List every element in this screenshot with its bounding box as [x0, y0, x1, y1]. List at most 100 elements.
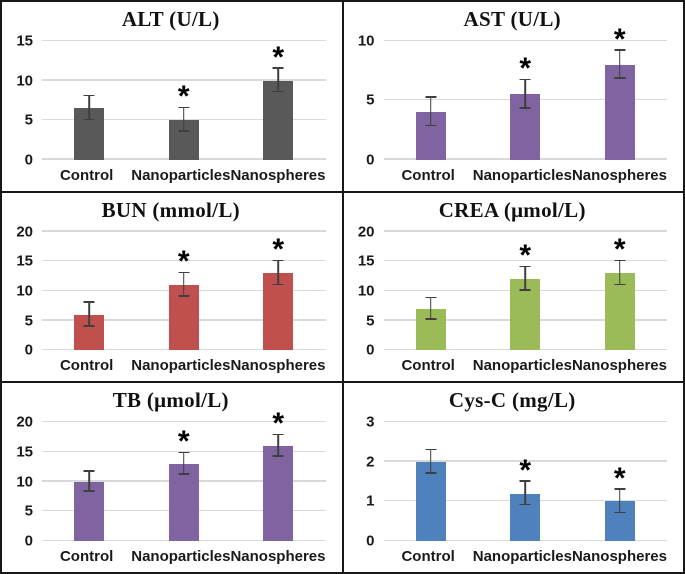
bar-group-nanospheres: * — [231, 232, 325, 351]
chart-panel-2: AST (U/L) 0 5 10 * * Control Nanoparticles Na… — [343, 2, 683, 191]
x-axis-labels: Control Nanoparticles Nanospheres — [42, 166, 326, 188]
y-axis: 0 5 10 15 20 — [348, 224, 384, 358]
chart-panel-3: BUN (mmol/L) 0 5 10 15 20 * * Control Nanopart… — [2, 192, 342, 382]
gridline — [383, 460, 667, 462]
error-bar-cap — [614, 511, 626, 514]
gridline — [383, 259, 667, 262]
error-bar-cap — [614, 49, 626, 51]
error-bar-cap — [83, 118, 95, 121]
gridline — [383, 230, 667, 232]
plot-area: * * — [42, 409, 326, 541]
y-tick-label: 5 — [366, 91, 375, 109]
chart-panel-1: ALT (U/L) 0 5 10 15 * * Control Nanoparticles… — [2, 2, 342, 191]
bar-group-control — [42, 41, 136, 160]
error-bar-cap — [83, 490, 95, 492]
y-tick-label: 0 — [24, 532, 33, 550]
error-bar — [277, 68, 280, 93]
plot-area: * * — [42, 39, 326, 160]
y-tick-label: 5 — [24, 111, 33, 129]
chart-body: 0 5 10 15 * * — [6, 34, 336, 167]
y-tick-label: 5 — [366, 312, 375, 330]
x-category-label: Nanospheres — [230, 548, 326, 565]
y-tick-label: 10 — [16, 473, 33, 491]
bar-group-nanoparticles: * — [478, 422, 572, 541]
y-tick-label: 15 — [16, 443, 33, 461]
significance-asterisk: * — [519, 239, 532, 273]
y-tick-label: 15 — [16, 32, 33, 50]
bar-group-nanoparticles: * — [137, 232, 231, 351]
bar — [263, 273, 294, 351]
error-bar — [524, 267, 527, 292]
chart-body: 0 5 10 15 20 * * — [348, 224, 678, 358]
significance-asterisk: * — [272, 40, 285, 74]
bar — [263, 446, 294, 541]
gridline — [42, 420, 326, 423]
x-category-label: Nanoparticles — [472, 166, 572, 184]
error-bar-cap — [425, 296, 437, 299]
chart-panel-5: TB (μmol/L) 0 5 10 15 20 * * Control Nanoparti… — [2, 383, 342, 572]
significance-asterisk: * — [177, 80, 190, 114]
gridline — [383, 39, 667, 42]
bar-group-control — [384, 41, 478, 160]
gridline — [42, 39, 326, 42]
error-bar-cap — [614, 77, 626, 80]
y-axis: 0 5 10 15 20 — [6, 224, 42, 358]
y-tick-label: 15 — [357, 252, 375, 270]
error-bar-cap — [178, 106, 190, 109]
y-tick-label: 20 — [357, 223, 375, 241]
bar-group-nanoparticles: * — [137, 41, 231, 160]
error-bar — [618, 261, 621, 286]
y-tick-label: 20 — [16, 223, 33, 241]
error-bar-cap — [83, 470, 95, 472]
chart-title: Cys-C (mg/L) — [448, 388, 576, 413]
x-category-label: Nanospheres — [230, 166, 326, 184]
x-category-label: Control — [59, 357, 114, 375]
x-category-label: Control — [401, 548, 455, 565]
y-axis: 0 5 10 15 20 — [6, 415, 42, 549]
significance-asterisk: * — [272, 233, 285, 267]
bar-group-nanospheres: * — [231, 41, 325, 160]
y-tick-label: 5 — [24, 502, 33, 520]
x-axis-labels: Control Nanoparticles Nanospheres — [384, 547, 667, 569]
error-bar — [182, 453, 185, 475]
error-bar-cap — [272, 283, 284, 286]
gridline — [42, 450, 326, 453]
error-bar-cap — [614, 259, 626, 262]
error-bar-cap — [178, 473, 190, 475]
significance-asterisk: * — [519, 453, 532, 487]
bar-group-nanospheres: * — [573, 422, 667, 541]
significance-asterisk: * — [613, 233, 626, 267]
y-axis: 0 1 2 3 — [348, 415, 384, 549]
gridline — [383, 420, 667, 423]
error-bar-cap — [83, 301, 95, 303]
error-bar-cap — [519, 503, 531, 506]
error-bar-cap — [519, 107, 531, 109]
x-category-label: Nanoparticles — [131, 548, 231, 565]
bar-group-nanospheres: * — [231, 409, 325, 541]
x-category-label: Nanoparticles — [472, 548, 572, 565]
chart-body: 0 5 10 * * — [348, 24, 678, 167]
x-category-label: Nanoparticles — [472, 357, 572, 375]
x-category-label: Nanospheres — [571, 548, 667, 565]
y-tick-label: 15 — [16, 252, 33, 270]
error-bar — [182, 273, 185, 297]
error-bar — [429, 98, 432, 127]
error-bar-cap — [425, 448, 437, 451]
x-category-label: Control — [59, 548, 114, 565]
y-tick-label: 10 — [16, 72, 33, 90]
error-bar-cap — [178, 451, 190, 454]
chart-body: 0 5 10 15 20 * * — [6, 409, 336, 549]
error-bar-cap — [519, 78, 531, 81]
error-bar-cap — [425, 124, 437, 127]
y-tick-label: 20 — [16, 413, 33, 431]
significance-asterisk: * — [613, 22, 626, 56]
x-category-label: Nanospheres — [571, 166, 667, 184]
error-bar-cap — [519, 265, 531, 268]
error-bar-cap — [425, 472, 437, 474]
x-axis-labels: Control Nanoparticles Nanospheres — [384, 166, 667, 188]
error-bar — [277, 261, 280, 286]
bar-group-control — [42, 422, 136, 541]
